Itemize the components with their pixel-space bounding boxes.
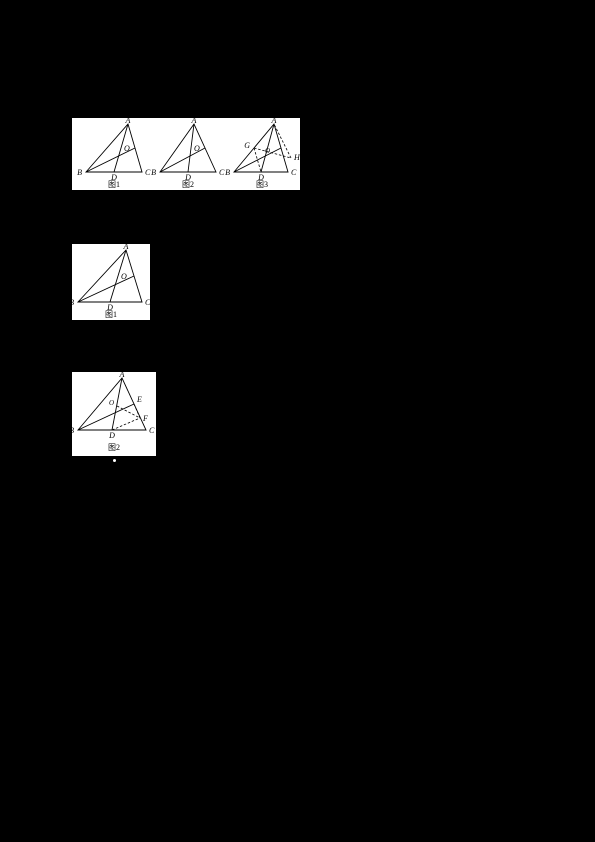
fig1-label-B: B (77, 168, 82, 177)
panel-row1: A B C D O 图1 A B C D O 图2 (72, 118, 300, 190)
fig2-label-O: O (194, 144, 200, 153)
mid2-svg: A B C D O E F 图2 (72, 372, 156, 456)
fig3-group: A B C D G H O 图3 (225, 118, 300, 189)
mid2-label-B: B (72, 426, 74, 435)
mid2-label-C: C (149, 426, 155, 435)
fig3-label-H: H (293, 153, 300, 162)
fig1-caption: 图1 (108, 180, 120, 189)
fig1-label-A: A (125, 118, 131, 125)
fig2-label-C: C (219, 168, 225, 177)
mid1-label-C: C (145, 298, 150, 307)
fig1-label-C: C (145, 168, 151, 177)
fig3-label-O: O (265, 147, 270, 155)
mid1-label-O: O (121, 272, 127, 281)
fig3-caption: 图3 (256, 180, 268, 189)
fig3-label-C: C (291, 168, 297, 177)
fig1-group: A B C D O 图1 (77, 118, 151, 189)
fig3-label-G: G (244, 141, 250, 150)
fig2-caption: 图2 (182, 180, 194, 189)
fig2-label-B: B (151, 168, 156, 177)
mid2-label-A: A (119, 372, 125, 379)
fig2-label-A: A (191, 118, 197, 125)
fig3-label-B: B (225, 168, 230, 177)
mid1-label-B: B (72, 298, 74, 307)
mid1-svg: A B C D O 图1 (72, 244, 150, 320)
mid2-label-O: O (109, 399, 114, 407)
mid2-label-E: E (136, 395, 142, 404)
stray-dot (113, 459, 116, 462)
fig2-group: A B C D O 图2 (151, 118, 225, 189)
page-canvas: A B C D O 图1 A B C D O 图2 (0, 0, 595, 842)
mid1-caption: 图1 (105, 310, 117, 319)
mid2-label-F: F (142, 414, 148, 423)
mid2-label-D: D (108, 431, 115, 440)
row1-svg: A B C D O 图1 A B C D O 图2 (72, 118, 300, 190)
panel-mid2: A B C D O E F 图2 (72, 372, 156, 456)
mid1-label-A: A (123, 244, 129, 251)
panel-mid1: A B C D O 图1 (72, 244, 150, 320)
mid2-caption: 图2 (108, 443, 120, 452)
fig1-label-O: O (124, 144, 130, 153)
fig3-label-A: A (271, 118, 277, 125)
